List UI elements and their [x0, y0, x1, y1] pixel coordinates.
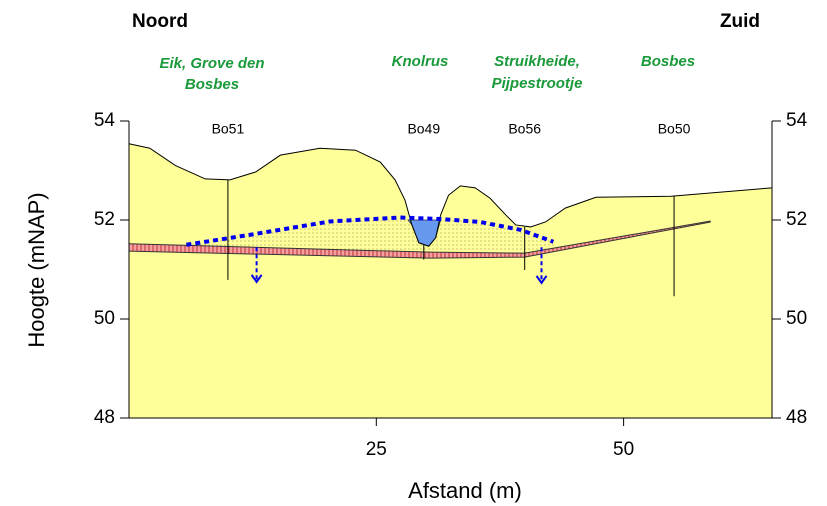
x-tick-label: 50: [613, 439, 634, 460]
y2-tick-label: 54: [786, 110, 808, 131]
vegetation-label: Bosbes: [641, 53, 695, 70]
y2-tick-label: 52: [786, 209, 807, 230]
y-tick-label: 52: [94, 209, 115, 230]
south-label: Zuid: [720, 11, 760, 32]
y2-tick-label: 48: [786, 407, 807, 428]
borehole-label: Bo50: [658, 121, 691, 137]
y2-tick-label: 50: [786, 308, 807, 329]
borehole-label: Bo56: [508, 121, 541, 137]
vegetation-label: Eik, Grove den: [159, 55, 264, 72]
vegetation-label: Pijpestrootje: [492, 75, 583, 92]
vegetation-label: Struikheide,: [494, 53, 580, 70]
x-tick-label: 25: [366, 439, 387, 460]
x-axis-title: Afstand (m): [408, 478, 522, 503]
borehole-label: Bo51: [212, 121, 245, 137]
vegetation-label: Bosbes: [185, 76, 239, 93]
chart: Noord Zuid Eik, Grove den Bosbes Knolrus…: [0, 0, 827, 506]
y-tick-label: 50: [94, 308, 115, 329]
borehole-label: Bo49: [407, 121, 440, 137]
y-axis-title: Hoogte (mNAP): [24, 192, 49, 347]
y-tick-label: 54: [94, 110, 116, 131]
north-label: Noord: [132, 11, 188, 32]
y-tick-label: 48: [94, 407, 115, 428]
vegetation-label: Knolrus: [392, 53, 449, 70]
ground-fill: [129, 144, 772, 418]
